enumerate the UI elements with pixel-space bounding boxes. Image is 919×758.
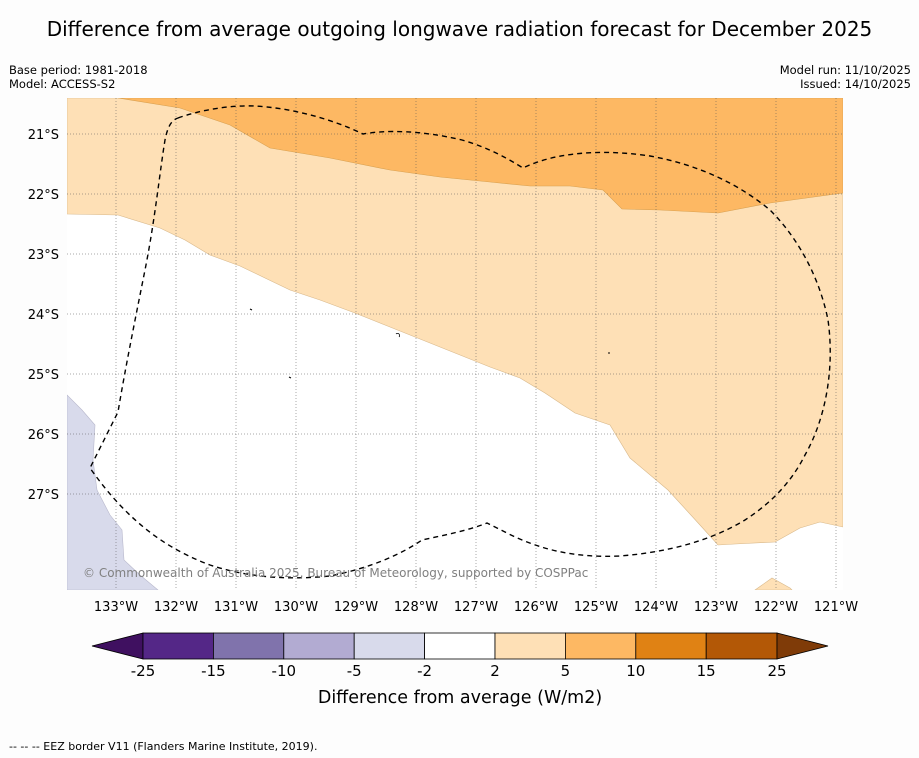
issued-date: Issued: 14/10/2025 (800, 77, 911, 91)
colorbar-tick-label: 25 (767, 662, 786, 680)
colorbar-segment (283, 632, 355, 660)
copyright-text: © Commonwealth of Australia 2025, Bureau… (83, 566, 588, 580)
base-period: Base period: 1981-2018 (9, 63, 148, 77)
meta-right: Model run: 11/10/2025 Issued: 14/10/2025 (780, 63, 911, 91)
colorbar-segment (565, 632, 637, 660)
anomaly-region-neg5-neg2 (67, 394, 159, 590)
colorbar-tick-label: 2 (490, 662, 500, 680)
colorbar-segment (353, 632, 426, 660)
lat-label: 26°S (28, 428, 59, 443)
eez-border (89, 105, 831, 579)
lat-label: 21°S (28, 128, 59, 143)
lon-label: 123°W (694, 600, 738, 615)
lat-label: 24°S (28, 308, 59, 323)
lon-label: 122°W (754, 600, 798, 615)
lon-label: 125°W (574, 600, 618, 615)
colorbar-segment (494, 632, 566, 660)
map-title: Difference from average outgoing longwav… (46, 17, 873, 41)
map-area: © Commonwealth of Australia 2025, Bureau… (67, 98, 843, 590)
lon-label: 129°W (334, 600, 378, 615)
model-name: Model: ACCESS-S2 (9, 77, 116, 91)
colorbar-segment (635, 632, 707, 660)
gridlines (67, 98, 843, 590)
colorbar-tick-label: 5 (561, 662, 571, 680)
anomaly-region-5-10 (117, 98, 843, 214)
lon-label: 133°W (94, 600, 138, 615)
colorbar-tick-label: -25 (131, 662, 156, 680)
lon-label: 130°W (274, 600, 318, 615)
lon-label: 128°W (394, 600, 438, 615)
lon-label: 126°W (514, 600, 558, 615)
lon-label: 124°W (634, 600, 678, 615)
lat-label: 23°S (28, 248, 59, 263)
footer-legend: -- -- -- EEZ border V11 (Flanders Marine… (9, 740, 318, 753)
model-run: Model run: 11/10/2025 (779, 63, 911, 77)
colorbar-tick-label: -15 (201, 662, 226, 680)
colorbar-tick-label: 15 (697, 662, 716, 680)
colorbar-tick-label: -10 (272, 662, 297, 680)
colorbar-tick-label: -2 (417, 662, 432, 680)
lon-label: 131°W (214, 600, 258, 615)
lat-label: 22°S (28, 188, 59, 203)
colorbar-tick-label: 10 (626, 662, 645, 680)
colorbar-title: Difference from average (W/m2) (318, 688, 602, 708)
lon-labels: 133°W 132°W 131°W 130°W 129°W 128°W 127°… (94, 600, 858, 615)
colorbar-extend-min (91, 632, 144, 660)
colorbar-segment (705, 632, 778, 660)
colorbar-extend-max (776, 632, 829, 660)
colorbar-segment (142, 632, 214, 660)
anomaly-patch-bottom (754, 577, 793, 590)
colorbar-tick-label: -5 (347, 662, 362, 680)
colorbar-segment (212, 632, 285, 660)
lat-label: 27°S (28, 488, 59, 503)
lon-label: 121°W (814, 600, 858, 615)
colorbar-segment (424, 632, 496, 660)
lon-label: 127°W (454, 600, 498, 615)
meta-left: Base period: 1981-2018 Model: ACCESS-S2 (9, 63, 148, 91)
contour-speck-4 (288, 376, 292, 379)
lon-label: 132°W (154, 600, 198, 615)
contour-speck-2 (395, 333, 400, 338)
lat-label: 25°S (28, 368, 59, 383)
lat-labels: 21°S 22°S 23°S 24°S 25°S 26°S 27°S (28, 128, 59, 503)
colorbar: -25 -15 -10 -5 -2 2 5 10 15 25 Differenc… (91, 632, 829, 708)
contour-speck-1 (249, 308, 253, 311)
